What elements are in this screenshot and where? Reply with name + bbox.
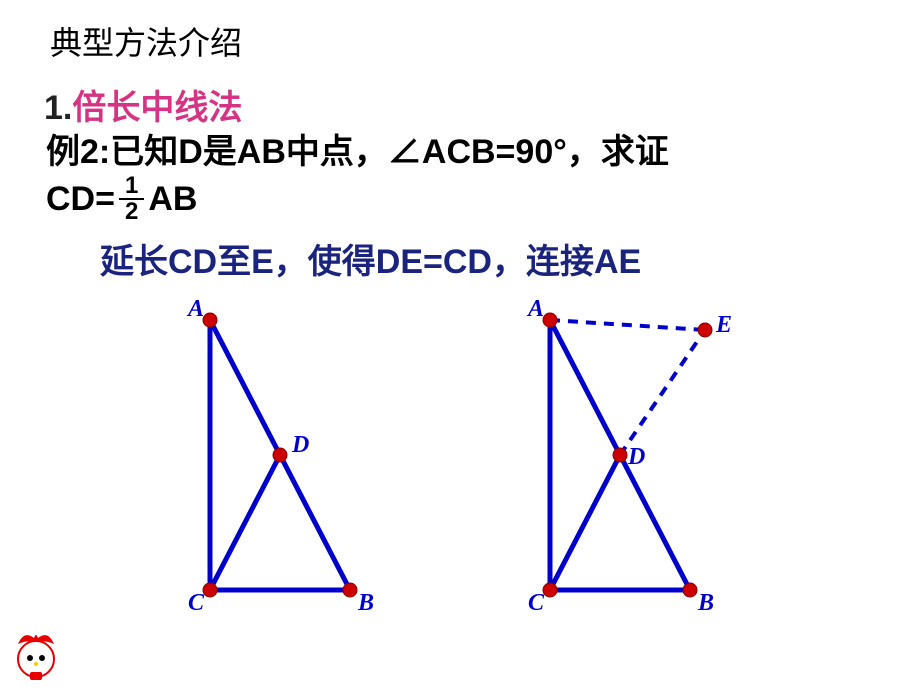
section-title: 典型方法介绍 bbox=[50, 18, 242, 64]
fig2-label-E: E bbox=[716, 312, 732, 339]
example-body1: 已知D是AB中点，∠ACB=90°，求证 bbox=[110, 133, 669, 171]
example-line-1: 例2:已知D是AB中点，∠ACB=90°，求证 bbox=[46, 124, 886, 173]
fraction-top: 1 bbox=[119, 174, 144, 200]
method-heading: 1.倍长中线法 bbox=[44, 80, 242, 129]
extend-instruction: 延长CD至E，使得DE=CD，连接AE bbox=[100, 234, 641, 283]
figures-container: A C B D A C B D E bbox=[160, 290, 800, 630]
figure-1-svg bbox=[160, 290, 440, 630]
fig1-label-C: C bbox=[188, 590, 204, 617]
example-body2a: CD= bbox=[46, 180, 115, 218]
figure-2: A C B D E bbox=[500, 290, 780, 630]
fraction: 12 bbox=[119, 174, 144, 224]
example-body2b: AB bbox=[148, 180, 197, 218]
heading-text: 倍长中线法 bbox=[72, 89, 242, 127]
example-prefix: 例2: bbox=[46, 133, 110, 171]
fig2-label-A: A bbox=[528, 296, 544, 323]
example-line-2: CD=12AB bbox=[46, 176, 197, 226]
fig1-label-B: B bbox=[358, 590, 374, 617]
fig2-label-B: B bbox=[698, 590, 714, 617]
mascot-icon bbox=[6, 624, 66, 684]
fig1-label-A: A bbox=[188, 296, 204, 323]
fig1-label-D: D bbox=[292, 432, 309, 459]
heading-number: 1. bbox=[44, 89, 72, 127]
figure-1: A C B D bbox=[160, 290, 440, 630]
fraction-bottom: 2 bbox=[119, 200, 144, 224]
fig2-label-D: D bbox=[628, 444, 645, 471]
fig2-label-C: C bbox=[528, 590, 544, 617]
